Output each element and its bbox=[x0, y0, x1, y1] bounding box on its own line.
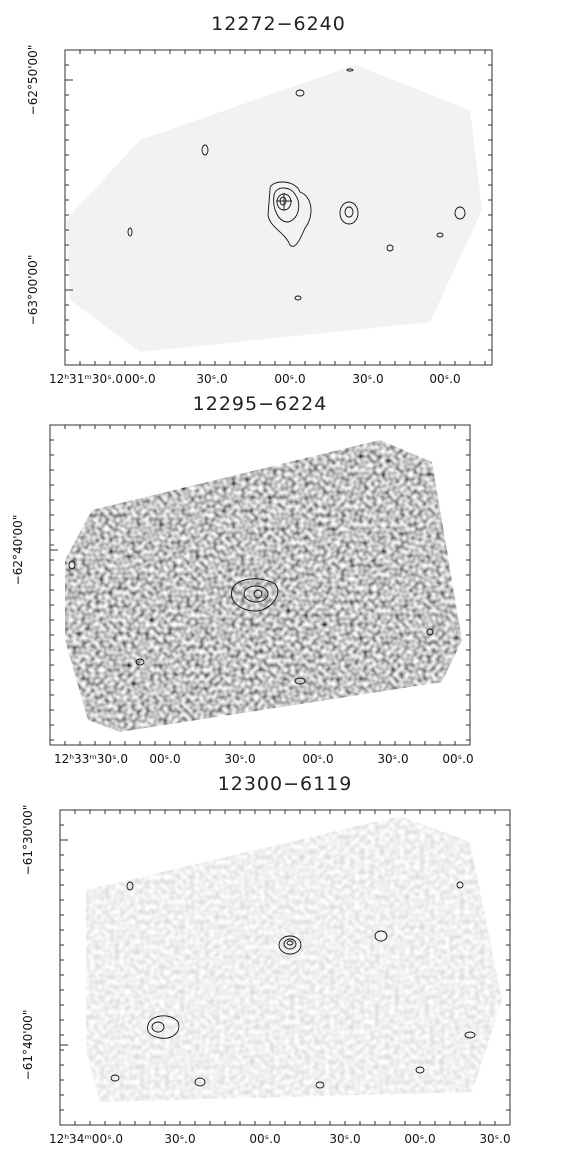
contours bbox=[110, 881, 476, 1089]
y-tick-label: −61°30'00" bbox=[21, 805, 35, 876]
sky-image bbox=[86, 816, 502, 1102]
x-tick-label: 00ˢ.0 bbox=[149, 752, 180, 766]
x-tick-label: 00ˢ.0 bbox=[442, 752, 473, 766]
contours bbox=[68, 560, 434, 685]
x-tick-label: 00ˢ.0 bbox=[302, 752, 333, 766]
x-tick-label: 30ˢ.0 bbox=[196, 372, 227, 386]
y-tick-label: −63°00'00" bbox=[26, 255, 40, 326]
x-tick-label: 12ʰ31ᵐ30ˢ.0 bbox=[49, 372, 123, 386]
sky-noise bbox=[66, 65, 482, 352]
x-tick-label: 00ˢ.0 bbox=[274, 372, 305, 386]
x-tick-label: 00ˢ.0 bbox=[124, 372, 155, 386]
x-tick-label: 30ˢ.0 bbox=[329, 1132, 360, 1146]
x-tick-label: 12ʰ33ᵐ30ˢ.0 bbox=[54, 752, 128, 766]
panel-title: 12272−6240 bbox=[211, 13, 346, 35]
x-tick-label: 30ˢ.0 bbox=[377, 752, 408, 766]
sky-image bbox=[65, 440, 462, 732]
x-tick-label: 00ˢ.0 bbox=[249, 1132, 280, 1146]
x-tick-label: 30ˢ.0 bbox=[479, 1132, 510, 1146]
x-tick-label: 30ˢ.0 bbox=[164, 1132, 195, 1146]
contours bbox=[127, 68, 466, 301]
x-tick-label: 12ʰ34ᵐ00ˢ.0 bbox=[49, 1132, 123, 1146]
x-tick-label: 00ˢ.0 bbox=[404, 1132, 435, 1146]
y-tick-label: −62°40'00" bbox=[11, 515, 25, 586]
plot-frame bbox=[64, 49, 493, 366]
x-tick-label: 30ˢ.0 bbox=[352, 372, 383, 386]
panel-title: 12300−6119 bbox=[218, 773, 353, 795]
x-tick-label: 30ˢ.0 bbox=[224, 752, 255, 766]
y-tick-label: −61°40'00" bbox=[21, 1010, 35, 1081]
x-tick-label: 00ˢ.0 bbox=[429, 372, 460, 386]
panel-title: 12295−6224 bbox=[193, 393, 328, 415]
y-tick-label: −62°50'00" bbox=[26, 45, 40, 116]
